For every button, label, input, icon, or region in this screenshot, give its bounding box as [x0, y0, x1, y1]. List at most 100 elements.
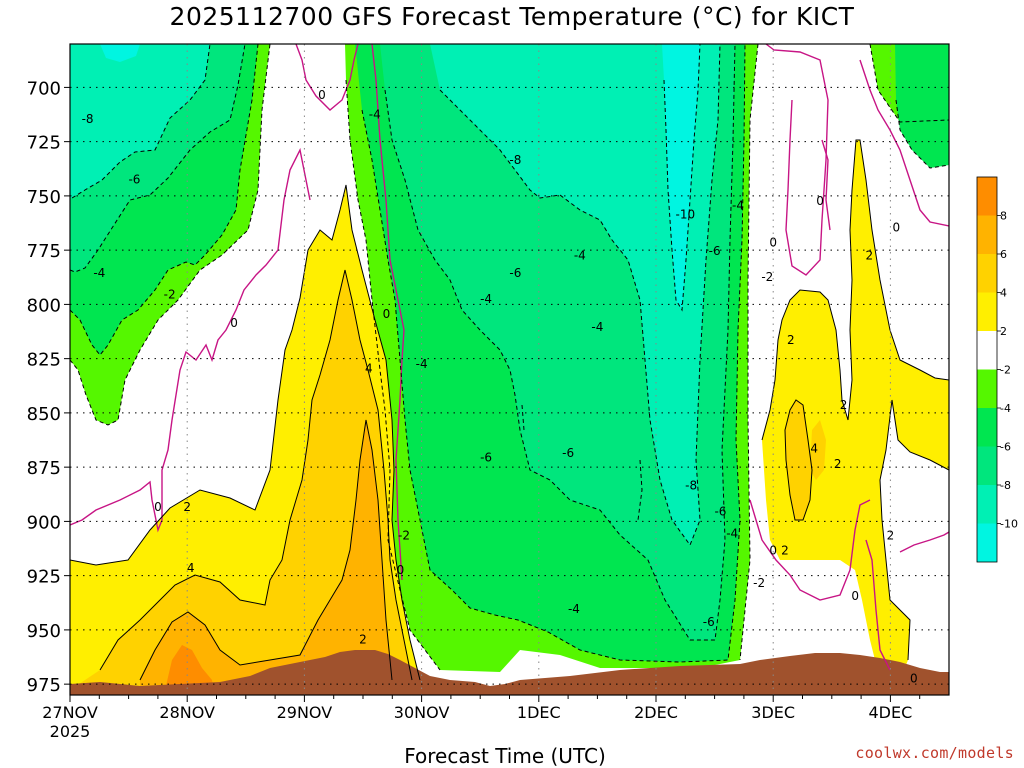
contour-label: 0	[318, 88, 326, 102]
contour-label: -4	[726, 526, 738, 540]
contour-label: -4	[732, 199, 744, 213]
warm-region-east	[762, 140, 949, 680]
contour-label: -4	[591, 320, 603, 334]
colorbar-tick-label: 6	[1000, 248, 1007, 261]
contour-label: 0	[851, 589, 859, 603]
contour-label: 0	[383, 307, 391, 321]
contour-label: 2	[834, 457, 842, 471]
x-tick-label: 1DEC	[517, 703, 561, 722]
colorbar-bin	[977, 331, 997, 370]
x-axis: 27NOV 28NOV 29NOV 30NOV 1DEC 2DEC 3DEC 4DEC 2025	[42, 695, 921, 741]
y-tick-label: 950	[27, 621, 61, 642]
chart-title: 2025112700 GFS Forecast Temperature (°C)…	[169, 2, 855, 31]
contour-label: 2	[865, 248, 873, 262]
contour-label: 0	[230, 316, 238, 330]
contour-label: 4	[365, 361, 373, 375]
colorbar-bin	[977, 523, 997, 562]
y-tick-label: 900	[27, 512, 61, 533]
x-tick-label: 28NOV	[159, 703, 215, 722]
cold-region-central	[345, 44, 949, 672]
contour-label: -6	[703, 615, 715, 629]
colorbar-tick-label: -6	[1000, 441, 1011, 454]
contour-label: -6	[509, 266, 521, 280]
contour-label: -2	[398, 528, 410, 542]
colorbar-bin	[977, 485, 997, 524]
cold-region-east	[895, 44, 949, 168]
contour-label: -2	[761, 270, 773, 284]
x-tick-label: 30NOV	[394, 703, 450, 722]
colorbar-tick-label: 4	[1000, 287, 1007, 300]
x-tick-label: 27NOV	[42, 703, 98, 722]
colorbar-tick-label: -10	[1000, 518, 1018, 531]
colorbar: 8 6 4 2 -2 -4 -6 -8 -10	[976, 176, 1018, 563]
colorbar-tick-label: 8	[1000, 210, 1007, 223]
x-tick-label: 3DEC	[751, 703, 795, 722]
zero-contours	[70, 44, 949, 671]
contour-label: 0	[892, 220, 900, 234]
y-tick-label: 800	[27, 295, 61, 316]
contour-label: -2	[164, 288, 176, 302]
contour-label: 0	[769, 544, 777, 558]
colorbar-bin	[977, 215, 997, 254]
x-tick-label: 2DEC	[634, 703, 678, 722]
x-tick-label: 29NOV	[277, 703, 333, 722]
contour-label: 2	[781, 544, 789, 558]
contour-label: -6	[562, 446, 574, 460]
contour-label: 0	[816, 194, 824, 208]
colorbar-bin	[977, 177, 997, 216]
colorbar-bin	[977, 408, 997, 447]
y-axis: 700 725 750 775 800 825 850 875 900 925 950 975	[27, 78, 70, 696]
contour-label: 2	[359, 633, 367, 647]
contour-label: -8	[509, 153, 521, 167]
contour-label: 0	[154, 500, 162, 514]
contour-label: -8	[685, 479, 697, 493]
x-axis-label: Forecast Time (UTC)	[404, 744, 606, 768]
colorbar-tick-label: -4	[1000, 402, 1011, 415]
source-credit: coolwx.com/models	[855, 744, 1014, 762]
contour-label: 0	[910, 672, 918, 686]
cold-region-west	[70, 44, 270, 425]
cold-contours	[70, 44, 949, 671]
grid-lines	[70, 44, 949, 695]
contour-label: -6	[714, 505, 726, 519]
colorbar-tick-label: -2	[1000, 364, 1011, 377]
warm-contours	[70, 139, 949, 681]
y-tick-label: 700	[27, 78, 61, 99]
y-tick-label: 850	[27, 404, 61, 425]
warm-region-west	[70, 185, 420, 695]
contour-label: 2	[183, 500, 191, 514]
y-tick-label: 825	[27, 350, 61, 371]
contour-label: -10	[675, 207, 695, 221]
y-tick-label: 925	[27, 567, 61, 588]
contour-label: -6	[709, 244, 721, 258]
contour-label: -4	[416, 357, 428, 371]
colorbar-tick-label: 2	[1000, 325, 1007, 338]
contour-label: -6	[480, 450, 492, 464]
contour-label: 0	[769, 235, 777, 249]
y-tick-label: 875	[27, 458, 61, 479]
colorbar-bin	[977, 369, 997, 408]
contour-label: 4	[810, 442, 818, 456]
contour-label: 2	[840, 398, 848, 412]
colorbar-bin	[977, 254, 997, 293]
colorbar-bin	[977, 446, 997, 485]
contour-label: -6	[128, 173, 140, 187]
x-tick-label: 4DEC	[869, 703, 913, 722]
contour-label: -4	[369, 107, 381, 121]
contour-label: -8	[82, 112, 94, 126]
contour-label: -4	[568, 602, 580, 616]
contour-label: -4	[480, 292, 492, 306]
y-tick-label: 775	[27, 241, 61, 262]
contour-label: 2	[887, 528, 895, 542]
contour-label: 4	[187, 561, 195, 575]
y-tick-label: 725	[27, 133, 61, 154]
contour-label: -4	[93, 266, 105, 280]
contour-label: 2	[787, 333, 795, 347]
y-tick-label: 750	[27, 187, 61, 208]
contour-label: -2	[753, 576, 765, 590]
ground	[70, 650, 949, 695]
colorbar-bin	[977, 292, 997, 331]
